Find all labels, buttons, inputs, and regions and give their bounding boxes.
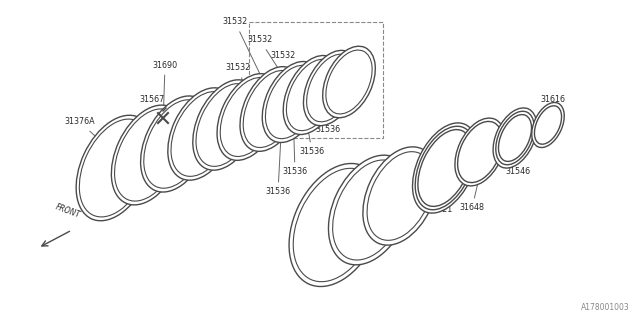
Text: 31532: 31532 bbox=[245, 77, 271, 98]
Text: 31567: 31567 bbox=[140, 95, 164, 132]
Text: 31536: 31536 bbox=[330, 86, 355, 113]
Ellipse shape bbox=[266, 65, 319, 139]
Ellipse shape bbox=[493, 108, 537, 168]
Ellipse shape bbox=[323, 46, 375, 118]
Ellipse shape bbox=[333, 160, 408, 260]
Ellipse shape bbox=[171, 92, 233, 176]
Ellipse shape bbox=[293, 168, 379, 282]
Ellipse shape bbox=[76, 115, 154, 221]
Text: 31546: 31546 bbox=[506, 155, 531, 177]
Ellipse shape bbox=[499, 115, 531, 161]
Text: 31690: 31690 bbox=[152, 60, 177, 123]
Text: 31552: 31552 bbox=[403, 164, 428, 190]
Ellipse shape bbox=[141, 96, 211, 192]
Ellipse shape bbox=[496, 111, 534, 165]
Ellipse shape bbox=[111, 105, 185, 205]
Ellipse shape bbox=[220, 77, 278, 156]
Ellipse shape bbox=[532, 102, 564, 148]
Ellipse shape bbox=[243, 70, 299, 148]
Ellipse shape bbox=[240, 67, 302, 151]
Ellipse shape bbox=[303, 50, 358, 126]
Ellipse shape bbox=[307, 54, 355, 122]
Ellipse shape bbox=[458, 121, 502, 183]
Ellipse shape bbox=[413, 123, 477, 213]
Text: 31376A: 31376A bbox=[65, 117, 108, 148]
Ellipse shape bbox=[289, 164, 383, 286]
Ellipse shape bbox=[79, 119, 150, 217]
Text: 31532: 31532 bbox=[222, 18, 269, 92]
Ellipse shape bbox=[328, 155, 412, 265]
Ellipse shape bbox=[262, 61, 322, 142]
Text: 31532: 31532 bbox=[270, 51, 310, 83]
Ellipse shape bbox=[286, 59, 338, 131]
Text: 31536: 31536 bbox=[282, 111, 308, 177]
Ellipse shape bbox=[326, 50, 372, 114]
Text: 31536: 31536 bbox=[266, 119, 291, 196]
Ellipse shape bbox=[415, 126, 475, 210]
Text: 31616: 31616 bbox=[541, 95, 566, 125]
Text: 31532: 31532 bbox=[266, 91, 291, 100]
Ellipse shape bbox=[168, 88, 236, 180]
Text: 31536: 31536 bbox=[300, 103, 324, 156]
Ellipse shape bbox=[217, 74, 281, 160]
Ellipse shape bbox=[534, 106, 561, 144]
Text: 31376: 31376 bbox=[372, 207, 397, 220]
Ellipse shape bbox=[193, 80, 259, 170]
Text: 31532: 31532 bbox=[248, 36, 291, 88]
Ellipse shape bbox=[115, 109, 182, 201]
Ellipse shape bbox=[418, 130, 472, 206]
Ellipse shape bbox=[284, 55, 340, 134]
Ellipse shape bbox=[363, 147, 437, 245]
Text: 31668: 31668 bbox=[328, 233, 353, 262]
Ellipse shape bbox=[367, 152, 433, 240]
Text: 31536: 31536 bbox=[342, 58, 367, 76]
Text: 31536: 31536 bbox=[316, 95, 340, 134]
Ellipse shape bbox=[196, 84, 256, 166]
Text: 31532: 31532 bbox=[225, 63, 251, 104]
Text: 31648: 31648 bbox=[460, 173, 484, 212]
Text: A178001003: A178001003 bbox=[581, 303, 630, 312]
Text: FRONT: FRONT bbox=[54, 203, 82, 220]
Ellipse shape bbox=[144, 100, 208, 188]
Ellipse shape bbox=[455, 118, 505, 186]
Text: 31521: 31521 bbox=[428, 189, 452, 214]
